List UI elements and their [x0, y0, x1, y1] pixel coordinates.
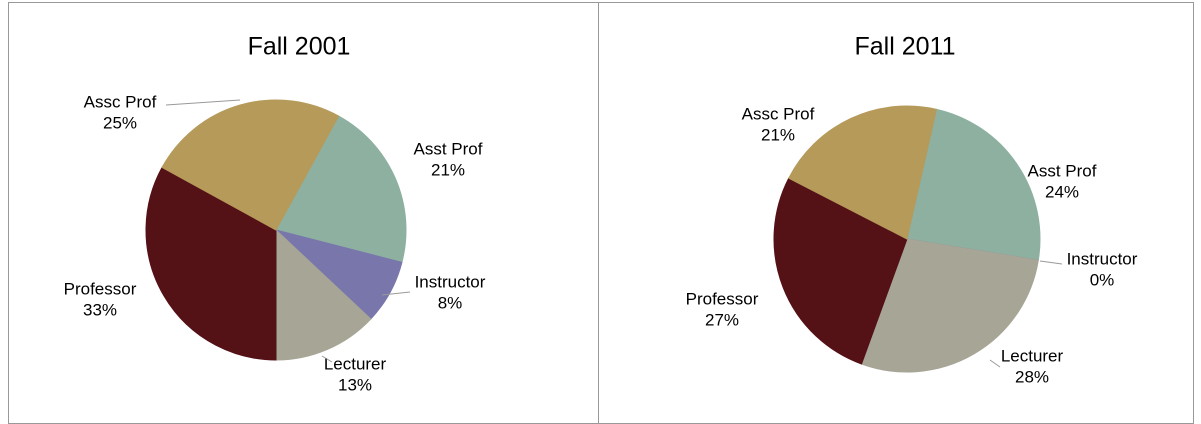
leader-line — [989, 359, 1001, 368]
slice-value-label: 27% — [705, 310, 739, 329]
pie-slice — [145, 166, 277, 361]
slice-label: Instructor — [1067, 249, 1138, 268]
pie-slice — [773, 177, 908, 365]
slice-value-label: 25% — [103, 113, 137, 132]
slice-label: Asst Prof — [1028, 161, 1097, 180]
slice-value-label: 24% — [1045, 182, 1079, 201]
leader-line — [165, 99, 241, 106]
slice-label: Assc Prof — [84, 92, 157, 111]
slice-value-label: 33% — [83, 300, 117, 319]
slice-label: Asst Prof — [414, 139, 483, 158]
slice-value-label: 21% — [431, 160, 465, 179]
leader-line — [321, 355, 333, 363]
leader-line — [381, 291, 411, 296]
slice-label: Assc Prof — [742, 104, 815, 123]
pie-slice — [906, 108, 1041, 261]
slice-label: Lecturer — [324, 354, 387, 373]
pie-slice — [161, 99, 340, 231]
slice-value-label: 0% — [1090, 270, 1115, 289]
slice-label: Professor — [64, 279, 137, 298]
slice-label: Lecturer — [1001, 346, 1064, 365]
chart-title: Fall 2011 — [855, 33, 956, 61]
slice-label: Professor — [686, 289, 759, 308]
slice-label: Instructor — [415, 272, 486, 291]
chart-title: Fall 2001 — [248, 33, 351, 61]
pie-slice — [275, 228, 372, 361]
pie-slice — [788, 105, 938, 240]
slice-value-label: 8% — [438, 293, 463, 312]
leader-line — [1039, 260, 1063, 265]
pie-slice — [275, 115, 407, 263]
pie-slice — [860, 238, 1039, 373]
slice-value-label: 28% — [1015, 367, 1049, 386]
slice-value-label: 21% — [761, 125, 795, 144]
slice-value-label: 13% — [338, 375, 372, 394]
